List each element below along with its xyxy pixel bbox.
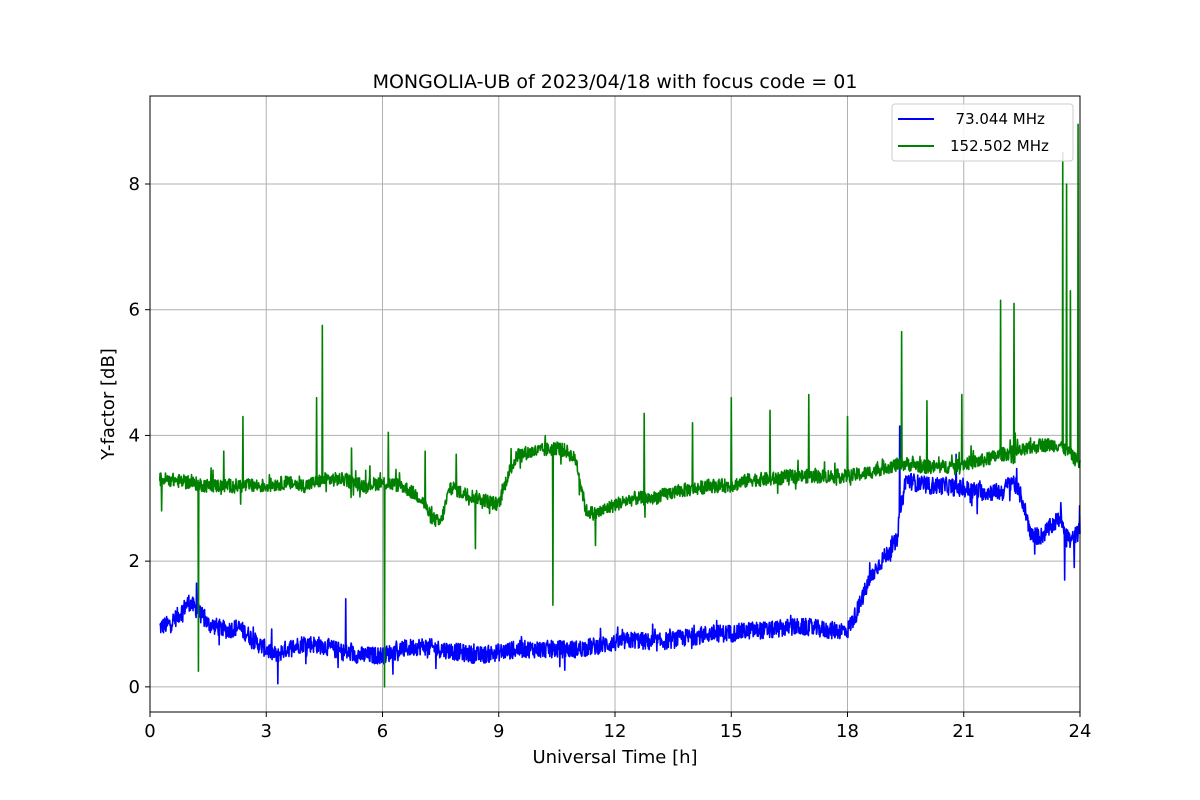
y-tick-label: 8 <box>129 174 140 195</box>
x-tick-label: 15 <box>720 721 743 742</box>
legend: 73.044 MHz 152.502 MHz <box>891 103 1074 162</box>
x-tick-label: 18 <box>836 721 859 742</box>
legend-label-73mhz: 73.044 MHz <box>946 110 1045 128</box>
x-tick-label: 9 <box>493 721 504 742</box>
series-line <box>159 425 1081 685</box>
x-tick-label: 0 <box>144 721 155 742</box>
x-tick-label: 24 <box>1069 721 1092 742</box>
chart-title: MONGOLIA-UB of 2023/04/18 with focus cod… <box>373 71 858 93</box>
legend-label-152mhz: 152.502 MHz <box>950 137 1049 155</box>
y-tick-label: 6 <box>129 300 140 321</box>
series-layer <box>158 123 1081 688</box>
y-tick-label: 4 <box>129 425 140 446</box>
legend-box <box>891 103 1074 162</box>
x-axis-label: Universal Time [h] <box>532 747 697 768</box>
y-axis-label: Y-factor [dB] <box>98 348 119 461</box>
x-tick-label: 6 <box>377 721 388 742</box>
y-tick-label: 2 <box>129 551 140 572</box>
x-tick-label: 12 <box>604 721 627 742</box>
y-tick-label: 0 <box>129 677 140 698</box>
x-tick-label: 21 <box>952 721 975 742</box>
series-line <box>158 123 1081 688</box>
x-tick-label: 3 <box>261 721 272 742</box>
